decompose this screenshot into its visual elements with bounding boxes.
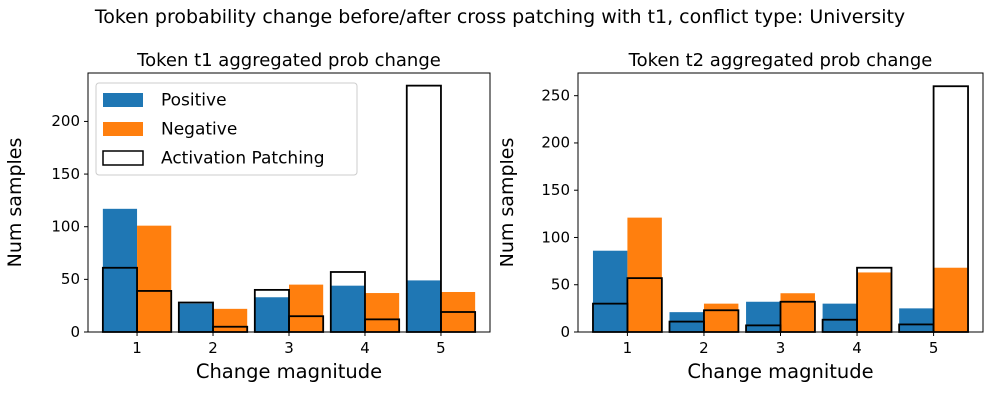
bar-activation-patching-negative-side <box>212 325 249 333</box>
bar-negative <box>933 267 969 332</box>
x-tick-label: 4 <box>360 339 370 357</box>
y-tick-label: 0 <box>560 323 570 341</box>
bar-activation-patching-negative-side <box>364 318 401 333</box>
bar-activation-patching-positive-side <box>177 301 214 333</box>
x-tick-label: 1 <box>132 339 142 357</box>
bar-positive <box>899 308 934 332</box>
bar-activation-patching-negative-side <box>856 266 893 333</box>
bar-positive <box>254 297 289 332</box>
y-tick-label: 0 <box>70 323 80 341</box>
y-tick-label: 150 <box>541 181 570 199</box>
bar-positive <box>330 285 365 332</box>
bar-activation-patching-positive-side <box>329 271 366 333</box>
x-tick-label: 2 <box>699 339 709 357</box>
bar-activation-patching-negative-side <box>703 309 740 333</box>
y-axis-label: Num samples <box>500 138 518 268</box>
x-tick-label: 3 <box>776 339 786 357</box>
subplot-title: Token t1 aggregated prob change <box>136 50 441 71</box>
y-tick-label: 50 <box>551 276 570 294</box>
bar-activation-patching-negative-side <box>288 315 325 333</box>
y-tick-label: 50 <box>61 270 80 288</box>
x-tick-label: 4 <box>852 339 862 357</box>
x-tick-label: 1 <box>623 339 633 357</box>
legend-swatch-outline <box>102 150 144 166</box>
bar-positive <box>178 303 214 332</box>
y-tick-label: 200 <box>51 112 80 130</box>
x-axis-label: Change magnitude <box>196 360 382 383</box>
bar-negative <box>627 217 662 332</box>
bar-negative <box>364 293 400 332</box>
bar-negative <box>780 293 815 332</box>
bar-positive <box>746 301 781 332</box>
bar-negative <box>703 303 739 332</box>
x-tick-label: 5 <box>929 339 939 357</box>
y-tick-label: 250 <box>541 86 570 104</box>
figure-title: Token probability change before/after cr… <box>94 6 906 28</box>
bar-positive <box>592 250 628 332</box>
bar-negative <box>857 272 892 332</box>
bar-negative <box>213 308 248 332</box>
bar-activation-patching-negative-side <box>626 277 663 333</box>
legend-swatch-positive-fill <box>103 93 143 107</box>
bar-negative <box>289 284 324 332</box>
legend-label: Negative <box>161 119 237 139</box>
x-tick-label: 5 <box>436 339 446 357</box>
x-tick-label: 3 <box>284 339 294 357</box>
legend: Positive Negative Activation Patching <box>95 82 358 176</box>
x-axis-label: Change magnitude <box>687 360 873 383</box>
x-tick-label: 2 <box>208 339 218 357</box>
bar-activation-patching-negative-side <box>136 290 173 333</box>
y-axis-label: Num samples <box>4 138 26 268</box>
bar-activation-patching-negative-side <box>440 311 477 333</box>
chart-token-t2: 0 50 100 150 200 250 1 2 3 4 5 Token t2 aggregated … <box>500 50 984 383</box>
legend-label: Positive <box>161 90 227 110</box>
bar-activation-patching-positive-side <box>405 84 442 333</box>
legend-label: Activation Patching <box>161 148 325 168</box>
y-tick-label: 150 <box>51 165 80 183</box>
bar-activation-patching-positive-side <box>253 288 290 333</box>
y-tick-label: 100 <box>541 228 570 246</box>
legend-box <box>95 82 358 176</box>
bar-negative <box>137 225 172 332</box>
legend-swatch-negative-fill <box>103 122 143 136</box>
bar-activation-patching-negative-side <box>779 300 816 333</box>
bar-positive <box>102 208 138 332</box>
bar-activation-patching-negative-side <box>932 85 969 333</box>
y-tick-label: 200 <box>541 134 570 152</box>
y-tick-label: 100 <box>51 218 80 236</box>
chart-token-t1: 0 50 100 150 200 1 2 3 4 5 Token t1 aggregated pro… <box>4 50 491 383</box>
bar-positive <box>406 280 441 332</box>
bar-positive <box>822 303 858 332</box>
subplot-title: Token t2 aggregated prob change <box>628 50 933 71</box>
